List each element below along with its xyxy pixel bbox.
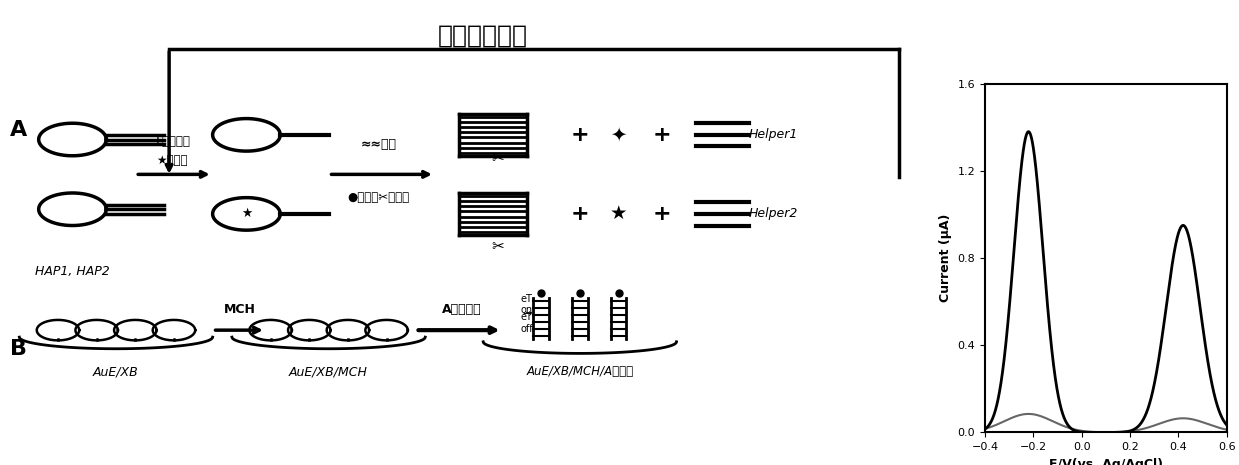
Text: ✂: ✂ [492,151,504,166]
Text: ●聚合酶✂内切酶: ●聚合酶✂内切酶 [348,191,410,204]
Text: 目标循环放大: 目标循环放大 [439,23,528,47]
Text: ✂: ✂ [492,239,504,254]
Text: eT
on: eT on [520,294,533,315]
Text: HAP1, HAP2: HAP1, HAP2 [35,265,110,278]
Text: →: → [522,309,532,319]
X-axis label: E/V(vs. Ag/AgCl): E/V(vs. Ag/AgCl) [1048,458,1163,465]
Text: ★啶虫脒: ★啶虫脒 [156,154,188,167]
Text: +: + [570,125,590,145]
Text: +: + [653,125,672,145]
Y-axis label: Current (μA): Current (μA) [939,214,952,302]
Text: B: B [10,339,27,359]
Text: ★: ★ [240,207,252,220]
Text: ★: ★ [610,205,627,223]
Text: AuE/XB/MCH: AuE/XB/MCH [289,365,368,378]
Text: +: + [653,204,672,224]
Text: Helper2: Helper2 [748,207,798,220]
Text: A: A [10,120,27,140]
Text: A步骤产物: A步骤产物 [442,303,482,316]
Text: +水胺硫磷: +水胺硫磷 [154,135,191,148]
Text: Helper1: Helper1 [748,128,798,141]
Text: ✦: ✦ [611,126,627,144]
Text: AuE/XB/MCH/A步产物: AuE/XB/MCH/A步产物 [527,365,633,378]
Text: +: + [570,204,590,224]
Text: eT
off: eT off [520,312,533,334]
Text: AuE/XB: AuE/XB [93,365,139,378]
Text: MCH: MCH [224,303,255,316]
Text: ≈≈引物: ≈≈引物 [361,138,396,151]
